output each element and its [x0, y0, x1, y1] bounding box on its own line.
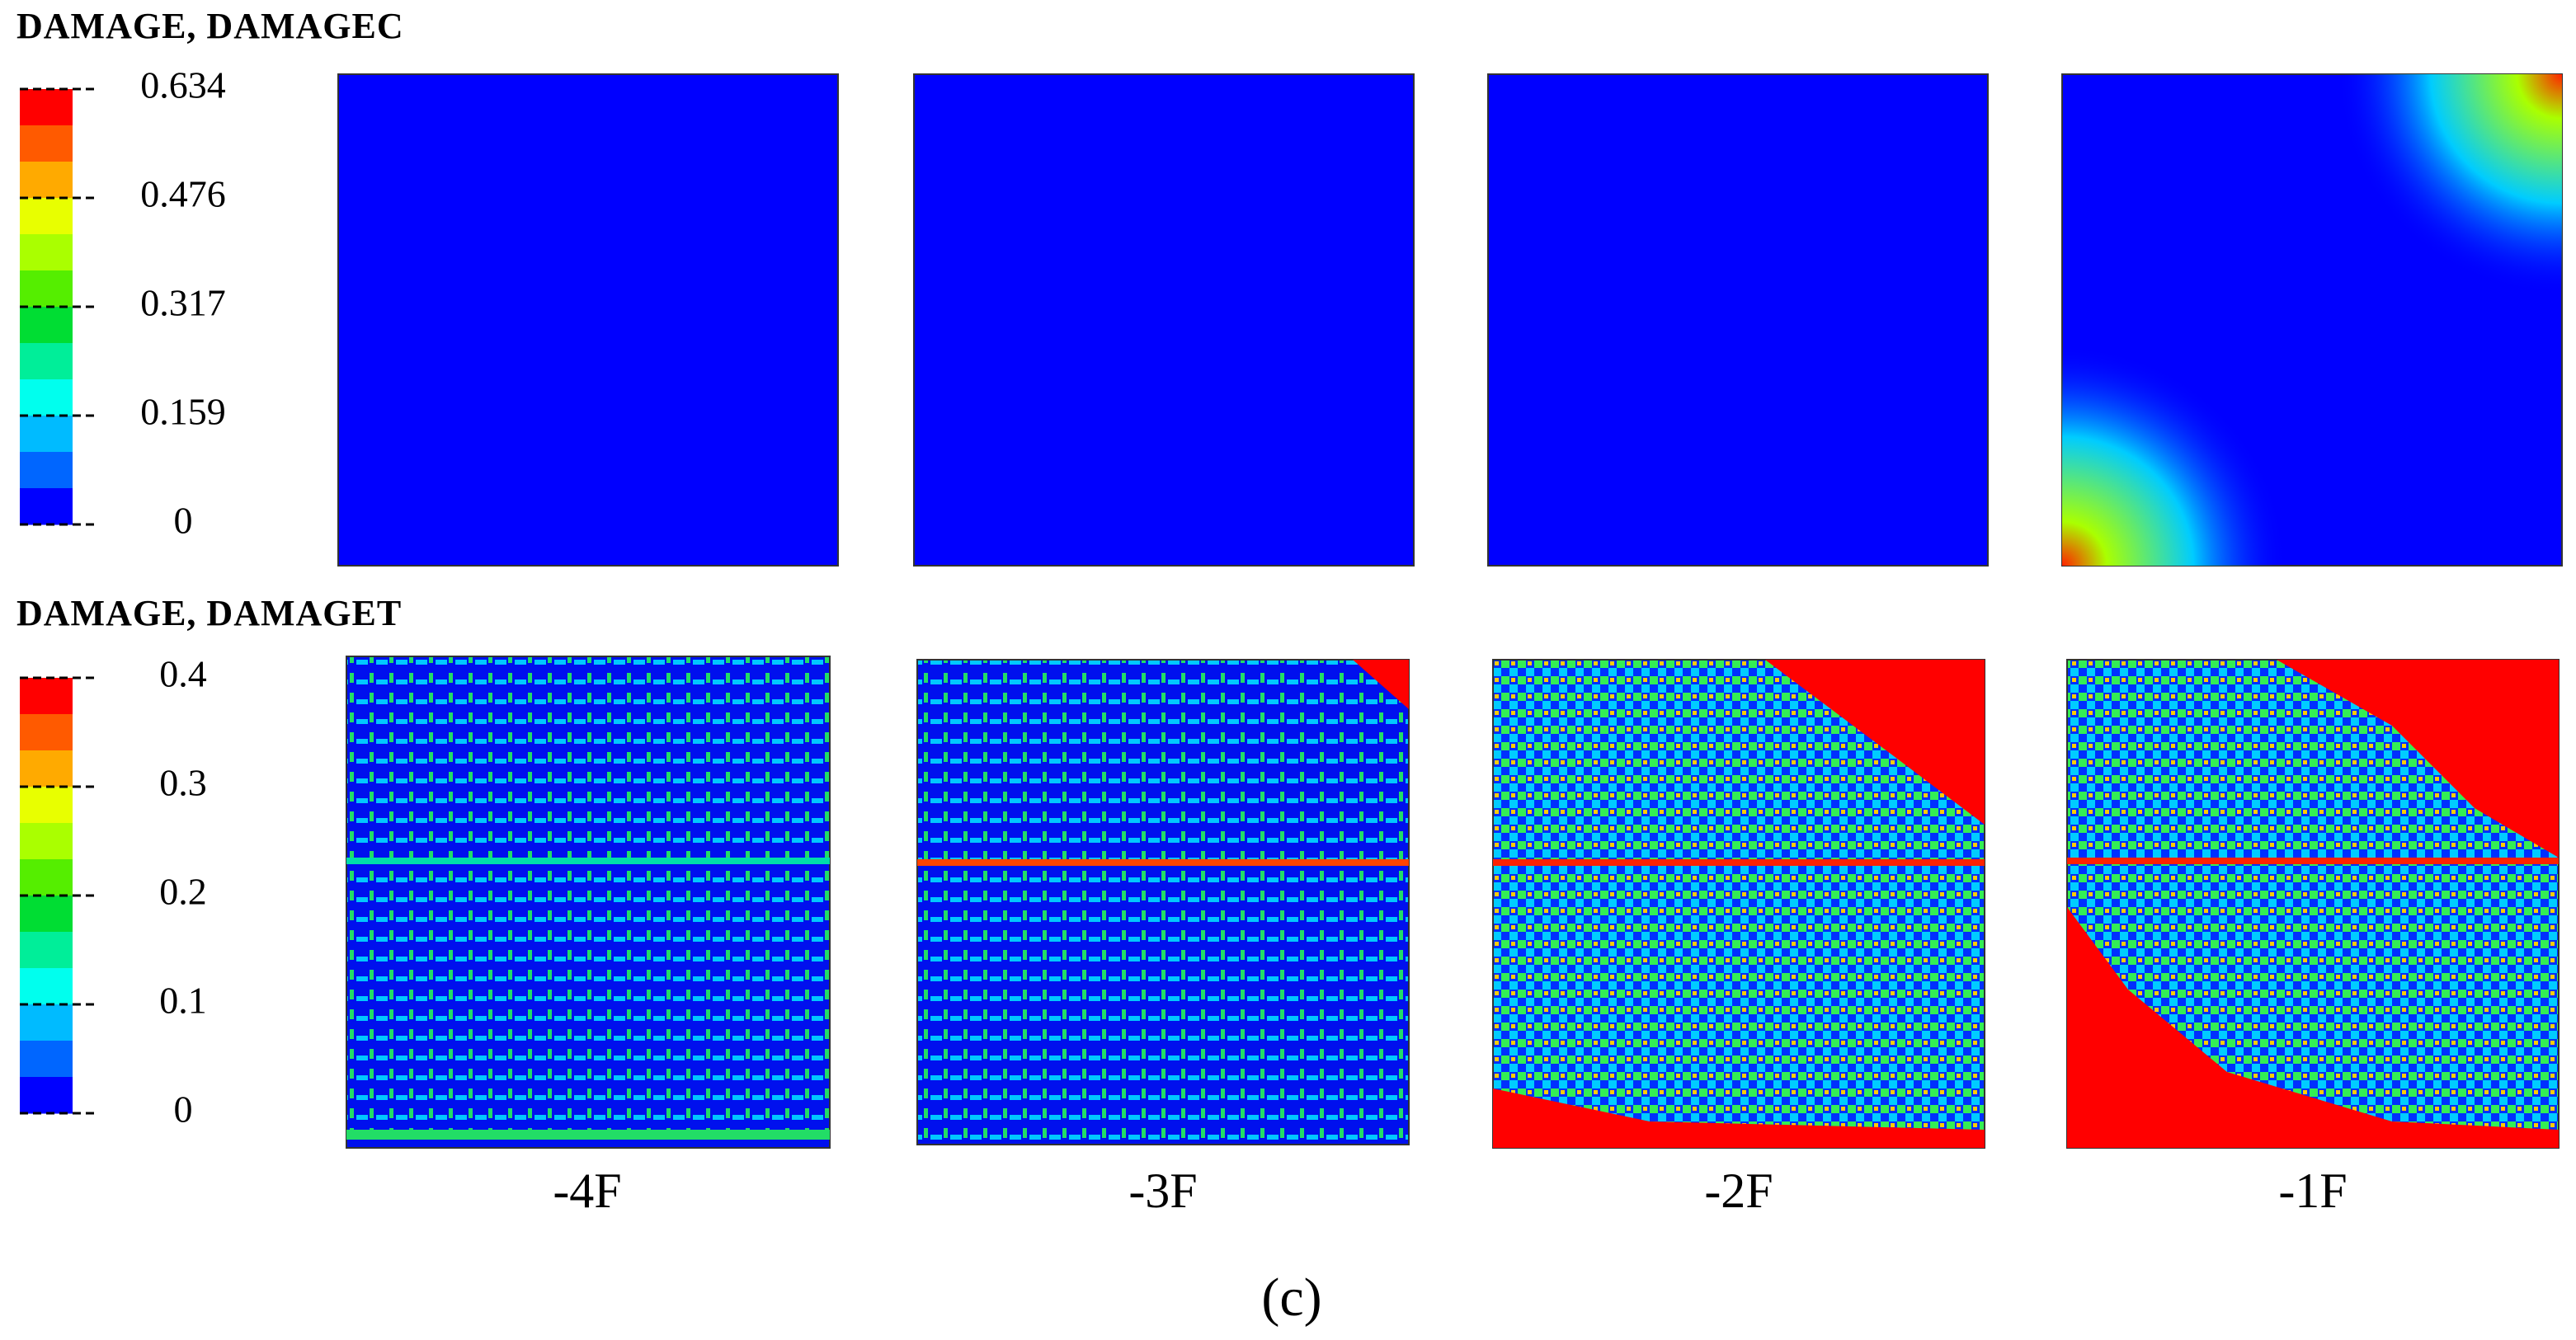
legend-swatch — [20, 379, 73, 416]
legend-swatch — [20, 89, 73, 126]
legend-swatch — [20, 125, 73, 162]
legend-tick-label: 0.3 — [159, 762, 207, 804]
legend-title: DAMAGE, DAMAGET — [16, 593, 402, 633]
legend-swatch — [20, 488, 73, 525]
legend-swatch — [20, 270, 73, 308]
panels — [337, 73, 2563, 1149]
panel-label: -4F — [553, 1164, 621, 1218]
contour-panel — [913, 73, 1415, 567]
panel-label: -2F — [1704, 1164, 1773, 1218]
contour-panel — [916, 659, 1410, 1145]
legend-swatch — [20, 750, 73, 788]
legend-swatch — [20, 823, 73, 860]
contour-panel — [337, 73, 839, 567]
legend-tick-label: 0.317 — [140, 282, 226, 324]
contour-panel — [1487, 73, 1989, 567]
legend-swatch — [20, 714, 73, 751]
legend-tick-label: 0 — [174, 500, 193, 542]
panel-label: -3F — [1128, 1164, 1197, 1218]
legend-swatch — [20, 968, 73, 1005]
legend-swatch — [20, 859, 73, 896]
legend-swatch — [20, 1077, 73, 1114]
legend-tick-label: 0.4 — [159, 653, 207, 695]
legend-swatch — [20, 896, 73, 933]
legend-swatch — [20, 1004, 73, 1041]
legend-tick-label: 0 — [174, 1088, 193, 1131]
panel-label: -1F — [2278, 1164, 2347, 1218]
contour-panel — [2066, 659, 2560, 1149]
legend-swatch — [20, 343, 73, 380]
legend-swatch — [20, 1041, 73, 1078]
legend-tick-label: 0.1 — [159, 980, 207, 1022]
contour-panel — [1492, 659, 1985, 1149]
legend-swatch — [20, 416, 73, 453]
contour-panel — [2061, 73, 2563, 567]
legend-swatch — [20, 234, 73, 271]
legend-tick-label: 0.159 — [140, 391, 226, 433]
legend-swatch — [20, 307, 73, 344]
legend-swatch — [20, 198, 73, 235]
legend-title: DAMAGE, DAMAGEC — [16, 6, 404, 46]
legend-swatch — [20, 932, 73, 969]
legend-swatch — [20, 452, 73, 489]
legend-swatch — [20, 678, 73, 715]
legend-swatch — [20, 162, 73, 199]
legend-tick-label: 0.476 — [140, 173, 226, 215]
legend-tick-label: 0.634 — [140, 64, 226, 106]
figure-caption: (c) — [1261, 1267, 1321, 1328]
legend-swatch — [20, 787, 73, 824]
legend-tick-label: 0.2 — [159, 871, 207, 913]
contour-panel — [346, 656, 831, 1149]
